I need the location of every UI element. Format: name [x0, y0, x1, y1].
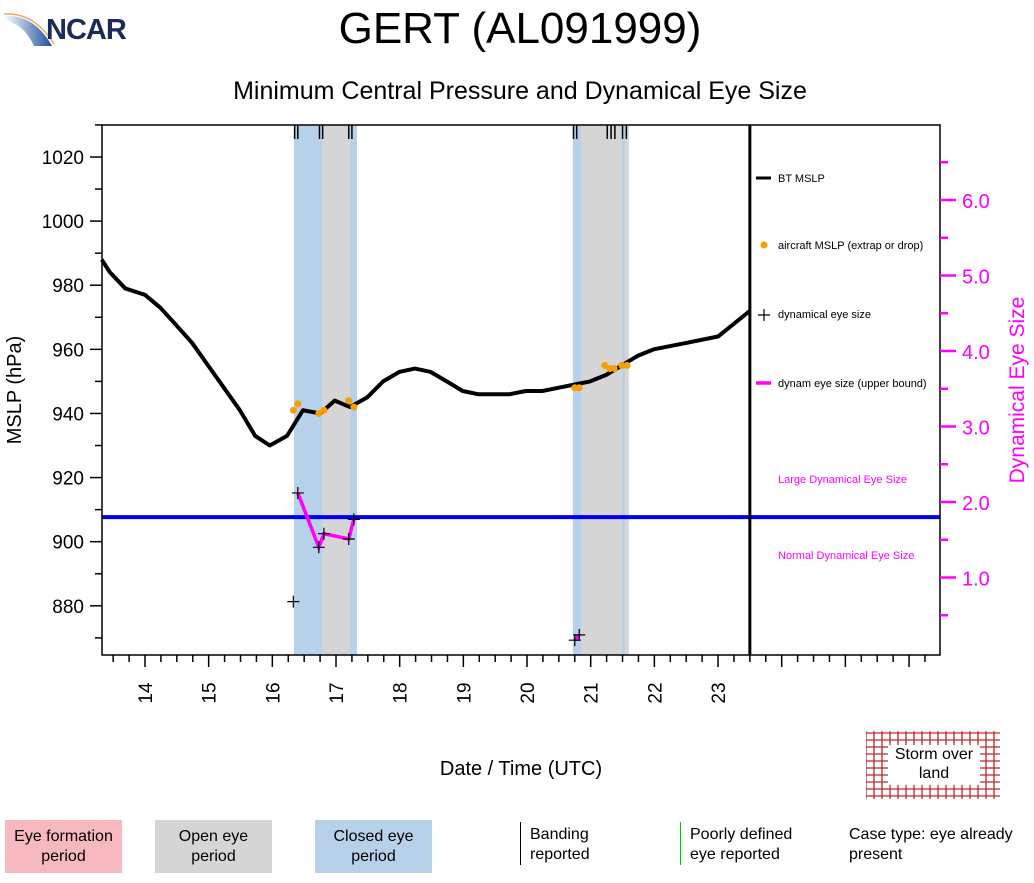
- legend-upper: dynam eye size (upper bound): [778, 378, 927, 390]
- case-type: Case type: eye already present: [849, 826, 1013, 863]
- eye-size-point: [342, 532, 355, 545]
- poorly-defined-legend-line: [680, 822, 681, 865]
- y2-tick-label: 6.0: [962, 191, 990, 213]
- aircraft-mslp-point: [601, 361, 609, 369]
- y2-axis-label: Dynamical Eye Size: [1006, 296, 1029, 484]
- banding-legend: Banding reported: [530, 826, 590, 863]
- threshold-above-label: Large Dynamical Eye Size: [778, 474, 908, 486]
- y-axis-label: MSLP (hPa): [4, 335, 26, 445]
- bt-mslp-line: [100, 258, 752, 448]
- banding-legend-line: [520, 822, 521, 865]
- eye-size-point: [573, 628, 586, 641]
- eye-size-point: [312, 541, 325, 554]
- y-tick-label: 980: [52, 276, 84, 297]
- x-tick-label: 15: [200, 682, 221, 703]
- aircraft-mslp-point: [345, 397, 353, 405]
- y-tick-label: 900: [52, 533, 84, 554]
- legend-eye: dynamical eye size: [778, 309, 871, 321]
- period-closed-shading: [621, 125, 626, 655]
- x-tick-label: 17: [327, 682, 348, 703]
- legend-aircraft-dot-icon: [760, 241, 768, 249]
- poorly-defined-legend: Poorly defined eye reported: [690, 826, 793, 863]
- x-tick-label: 23: [709, 682, 730, 703]
- period-open-shading: [625, 125, 629, 655]
- aircraft-mslp-point: [315, 409, 323, 417]
- ncar-logo: NCAR: [4, 8, 129, 48]
- storm-over-land-label: Storm over land: [888, 745, 980, 785]
- y2-tick-label: 2.0: [962, 493, 990, 515]
- x-tick-label: 16: [263, 682, 284, 703]
- aircraft-mslp-point: [294, 400, 302, 408]
- x-tick-label: 22: [645, 682, 666, 703]
- aircraft-mslp-point: [623, 361, 631, 369]
- aircraft-mslp-point: [618, 361, 626, 369]
- storm-over-land-legend: Storm over land: [866, 731, 1000, 799]
- period-closed-shading: [350, 125, 358, 655]
- eye-formation-legend: Eye formation period: [5, 820, 122, 873]
- chart-subtitle: Minimum Central Pressure and Dynamical E…: [233, 77, 807, 105]
- y-tick-label: 920: [52, 469, 84, 490]
- y-tick-label: 880: [52, 597, 84, 618]
- period-open-shading: [322, 125, 351, 655]
- aircraft-mslp-point: [289, 406, 297, 414]
- aircraft-mslp-point: [350, 403, 358, 411]
- legend-cross-icon: [758, 309, 770, 321]
- y-tick-label: 1020: [42, 148, 84, 169]
- period-closed-shading: [293, 125, 323, 655]
- x-tick-label: 19: [454, 682, 475, 703]
- aircraft-mslp-point: [610, 365, 618, 373]
- y-tick-label: 1000: [42, 212, 84, 233]
- aircraft-mslp-point: [320, 406, 328, 414]
- y2-tick-label: 3.0: [962, 418, 990, 440]
- eye-size-point: [347, 513, 360, 526]
- eye-size-upper-line: [573, 633, 581, 642]
- y-tick-label: 960: [52, 340, 84, 361]
- x-tick-label: 21: [582, 682, 603, 703]
- eye-size-point: [287, 595, 300, 608]
- aircraft-mslp-point: [575, 384, 583, 392]
- logo-text: NCAR: [46, 14, 127, 46]
- y-tick-label: 940: [52, 404, 84, 425]
- eye-size-point: [317, 527, 330, 540]
- x-axis-label: Date / Time (UTC): [439, 758, 603, 780]
- x-tick-label: 20: [518, 682, 539, 703]
- x-tick-label: 18: [391, 682, 412, 703]
- threshold-below-label: Normal Dynamical Eye Size: [778, 550, 915, 562]
- open-eye-legend: Open eye period: [155, 820, 272, 873]
- legend-bt: BT MSLP: [778, 173, 825, 185]
- period-open-shading: [581, 125, 622, 655]
- x-tick-label: 14: [136, 682, 157, 704]
- y2-tick-label: 5.0: [962, 267, 990, 289]
- logo-swoosh-icon: [4, 13, 55, 46]
- y2-tick-label: 4.0: [962, 342, 990, 364]
- eye-size-point: [291, 486, 304, 499]
- closed-eye-legend: Closed eye period: [315, 820, 432, 873]
- y2-tick-label: 1.0: [962, 569, 990, 591]
- chart-title: GERT (AL091999): [338, 4, 702, 53]
- legend-aircraft: aircraft MSLP (extrap or drop): [778, 240, 924, 252]
